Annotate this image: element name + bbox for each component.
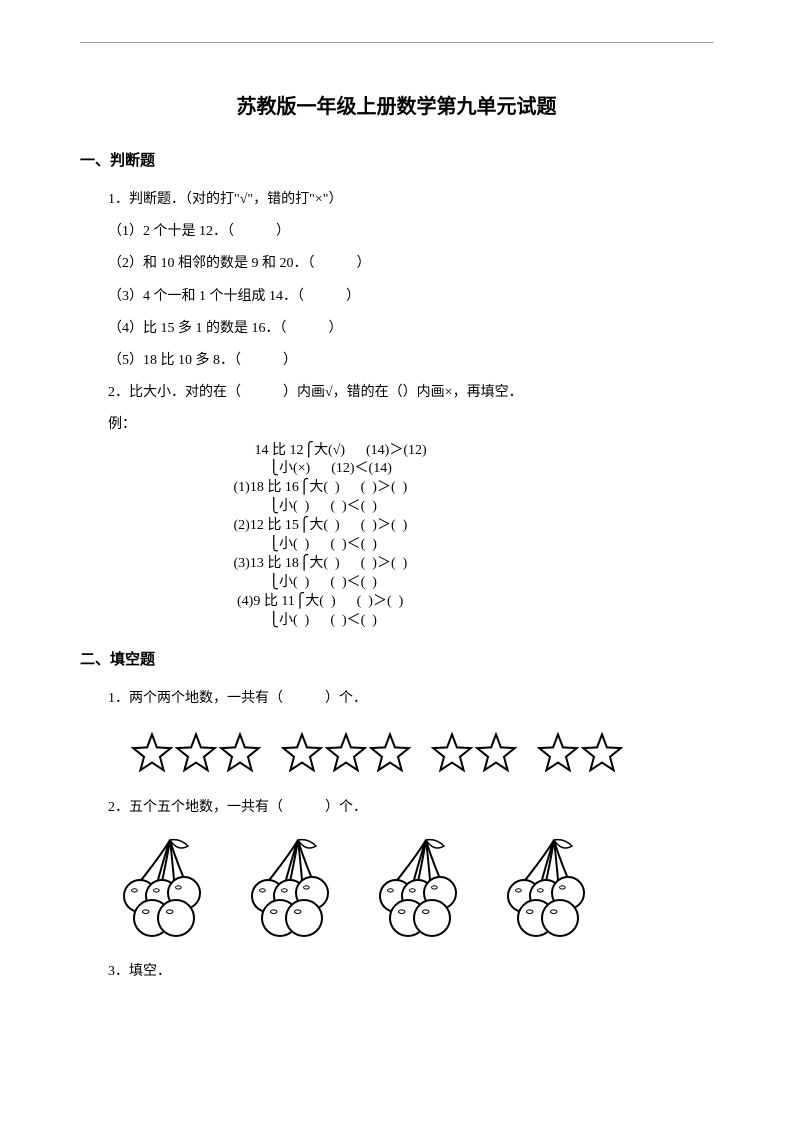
star-icon	[580, 730, 624, 774]
star-icon	[536, 730, 580, 774]
section-2-heading: 二、填空题	[80, 648, 713, 669]
stars-figure	[130, 730, 713, 774]
q2-example-label: 例：	[108, 409, 713, 441]
star-icon	[130, 730, 174, 774]
q1-item-4: （4）比 15 多 1 的数是 16．（ ）	[108, 313, 713, 345]
q1-item-2: （2）和 10 相邻的数是 9 和 20．（ ）	[108, 248, 713, 280]
star-icon	[324, 730, 368, 774]
cherry-bunch-icon	[120, 838, 220, 938]
s2-q3-text: 3．填空．	[108, 956, 713, 988]
cherries-figure	[120, 838, 713, 938]
cherry-bunch-icon	[504, 838, 604, 938]
q1-item-1: （1）2 个十是 12．（ ）	[108, 216, 713, 248]
section-1-heading: 一、判断题	[80, 149, 713, 170]
cherry-bunch-icon	[376, 838, 476, 938]
star-icon	[174, 730, 218, 774]
star-icon	[218, 730, 262, 774]
document-title: 苏教版一年级上册数学第九单元试题	[80, 90, 713, 119]
star-icon	[430, 730, 474, 774]
q1-intro-text: 1．判断题．（对的打"√"，错的打"×"）	[108, 184, 713, 216]
page: 苏教版一年级上册数学第九单元试题 一、判断题 1．判断题．（对的打"√"，错的打…	[0, 0, 793, 1028]
q1-item-5: （5）18 比 10 多 8．（ ）	[108, 345, 713, 377]
q1-intro: 1．判断题．（对的打"√"，错的打"×"） （1）2 个十是 12．（ ） （2…	[108, 184, 713, 442]
s2-q1: 1．两个两个地数，一共有（ ）个．	[108, 683, 713, 715]
star-icon	[368, 730, 412, 774]
s2-q1-text: 1．两个两个地数，一共有（ ）个．	[108, 683, 713, 715]
page-top-rule	[80, 42, 713, 43]
s2-q2-text: 2．五个五个地数，一共有（ ）个．	[108, 792, 713, 824]
compare-table: 14 比 12⎧大(√) (14)＞(12) ⎩小(×) (12)＜(14) (…	[230, 442, 713, 631]
q2-intro: 2．比大小．对的在（ ）内画√，错的在（）内画×，再填空．	[108, 377, 713, 409]
star-icon	[280, 730, 324, 774]
s2-q2: 2．五个五个地数，一共有（ ）个．	[108, 792, 713, 824]
q1-item-3: （3）4 个一和 1 个十组成 14．（ ）	[108, 281, 713, 313]
star-icon	[474, 730, 518, 774]
cherry-bunch-icon	[248, 838, 348, 938]
s2-q3: 3．填空．	[108, 956, 713, 988]
